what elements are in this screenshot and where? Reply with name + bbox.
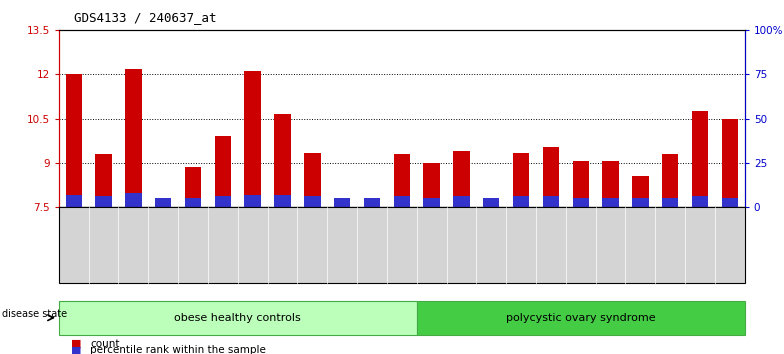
Bar xyxy=(185,198,201,207)
Text: ■: ■ xyxy=(71,339,81,349)
Text: ■: ■ xyxy=(71,346,81,354)
Bar xyxy=(602,161,619,207)
Bar xyxy=(155,198,172,207)
Bar xyxy=(274,114,291,207)
Bar xyxy=(215,196,231,207)
Bar xyxy=(691,111,708,207)
Text: polycystic ovary syndrome: polycystic ovary syndrome xyxy=(506,313,655,323)
Bar xyxy=(543,196,559,207)
Bar xyxy=(125,193,142,207)
Text: obese healthy controls: obese healthy controls xyxy=(174,313,301,323)
Text: disease state: disease state xyxy=(2,309,67,319)
Bar xyxy=(543,147,559,207)
Bar xyxy=(423,198,440,207)
Bar xyxy=(483,198,499,207)
Bar xyxy=(602,198,619,207)
Bar xyxy=(394,196,410,207)
Bar xyxy=(453,151,470,207)
Bar xyxy=(215,136,231,207)
Bar xyxy=(513,153,529,207)
Bar xyxy=(304,196,321,207)
Bar xyxy=(304,153,321,207)
Bar xyxy=(722,119,738,207)
Bar xyxy=(423,163,440,207)
Bar xyxy=(364,198,380,207)
Bar xyxy=(96,154,112,207)
Bar xyxy=(245,195,261,207)
Bar xyxy=(155,202,172,207)
Bar xyxy=(96,196,112,207)
Bar xyxy=(334,200,350,207)
Text: count: count xyxy=(90,339,120,349)
Bar xyxy=(513,196,529,207)
Bar xyxy=(632,176,648,207)
Bar xyxy=(662,154,678,207)
Bar xyxy=(722,198,738,207)
Bar xyxy=(66,195,82,207)
Text: percentile rank within the sample: percentile rank within the sample xyxy=(90,346,266,354)
Bar xyxy=(125,69,142,207)
Bar xyxy=(66,74,82,207)
Bar xyxy=(334,198,350,207)
Bar xyxy=(185,167,201,207)
Bar xyxy=(364,198,380,207)
Text: GDS4133 / 240637_at: GDS4133 / 240637_at xyxy=(74,11,217,24)
Bar xyxy=(245,72,261,207)
Bar xyxy=(572,198,589,207)
Bar xyxy=(394,154,410,207)
Bar xyxy=(572,161,589,207)
Bar xyxy=(483,202,499,207)
Bar xyxy=(453,196,470,207)
Bar xyxy=(662,198,678,207)
Bar xyxy=(691,196,708,207)
Bar xyxy=(632,198,648,207)
Bar xyxy=(274,195,291,207)
